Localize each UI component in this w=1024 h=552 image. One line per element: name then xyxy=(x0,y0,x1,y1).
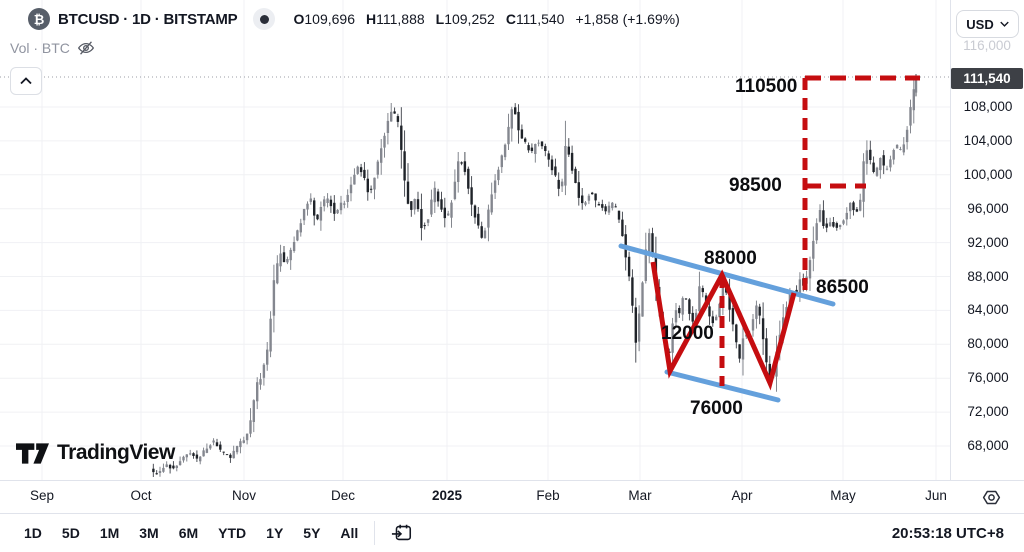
go-to-date-button[interactable] xyxy=(385,520,419,546)
height-label-12000: 12000 xyxy=(661,323,714,344)
time-tick-nov: Nov xyxy=(231,488,256,503)
chart-canvas[interactable] xyxy=(0,0,950,480)
price-tick-faint: 116,000 xyxy=(963,38,1011,53)
time-tick-jun: Jun xyxy=(925,488,947,503)
change-value: +1,858 (+1.69%) xyxy=(575,11,679,27)
low-label-76000: 76000 xyxy=(690,398,743,419)
range-button-6m[interactable]: 6M xyxy=(178,525,199,541)
close-value: C111,540 xyxy=(506,11,565,27)
low-number: 109,252 xyxy=(444,11,495,27)
range-button-5y[interactable]: 5Y xyxy=(303,525,321,541)
time-tick-oct: Oct xyxy=(130,488,152,503)
peak-label-88000: 88000 xyxy=(704,248,757,269)
eye-off-icon[interactable] xyxy=(77,40,95,56)
time-tick-sep: Sep xyxy=(29,488,55,503)
high-value: H111,888 xyxy=(366,11,425,27)
time-tick-may: May xyxy=(830,488,856,503)
close-label: C xyxy=(505,11,516,27)
price-tick: 68,000 xyxy=(967,438,1009,453)
axis-settings-button[interactable] xyxy=(979,485,1003,509)
calendar-arrow-icon xyxy=(392,524,412,541)
time-tick-mar: Mar xyxy=(628,488,652,503)
close-number: 111,540 xyxy=(515,11,565,27)
low-value: L109,252 xyxy=(436,11,495,27)
btc-logo-icon: ₿ xyxy=(28,8,50,30)
range-button-3m[interactable]: 3M xyxy=(139,525,159,541)
range-button-1m[interactable]: 1M xyxy=(99,525,120,541)
price-tick: 100,000 xyxy=(963,166,1013,182)
range-buttons: 1D 5D 1M 3M 6M YTD 1Y 5Y All xyxy=(14,520,368,546)
symbol-row: ₿ BTCUSD · 1D · BITSTAMP O109,696 H111,8… xyxy=(28,8,680,30)
high-label: H xyxy=(365,11,377,27)
upper-trendline xyxy=(618,243,836,307)
ohlc-values: O109,696 H111,888 L109,252 C111,540 +1,8… xyxy=(293,11,679,27)
bottom-toolbar: 1D 5D 1M 3M 6M YTD 1Y 5Y All 20:53:18 UTC+8 xyxy=(0,513,1024,552)
btc-glyph: ₿ xyxy=(33,11,45,27)
chevron-up-icon xyxy=(20,77,32,85)
price-tick: 92,000 xyxy=(967,234,1009,250)
range-button-1d[interactable]: 1D xyxy=(24,525,42,541)
price-tick: 88,000 xyxy=(967,268,1009,284)
open-value: O109,696 xyxy=(293,11,355,27)
clock-display[interactable]: 20:53:18 UTC+8 xyxy=(891,524,1004,542)
range-button-5d[interactable]: 5D xyxy=(61,525,80,541)
currency-label: USD xyxy=(966,16,994,32)
candles-layer xyxy=(152,74,918,477)
time-tick-2025: 2025 xyxy=(431,488,463,503)
volume-row: Vol · BTC xyxy=(10,40,95,56)
open-number: 109,696 xyxy=(304,11,355,27)
price-tick: 96,000 xyxy=(967,200,1009,216)
symbol-title[interactable]: BTCUSD · 1D · BITSTAMP xyxy=(58,10,238,28)
range-button-all[interactable]: All xyxy=(340,525,359,541)
time-tick-apr: Apr xyxy=(731,488,753,503)
target-label-98500: 98500 xyxy=(729,175,782,196)
time-tick-dec: Dec xyxy=(330,488,355,503)
price-tick: 108,000 xyxy=(963,99,1013,114)
range-button-1y[interactable]: 1Y xyxy=(266,525,284,541)
open-label: O xyxy=(293,11,305,27)
dot-icon xyxy=(259,14,269,24)
breakout-label-86500: 86500 xyxy=(816,277,869,298)
time-axis[interactable]: Sep Oct Nov Dec 2025 Feb Mar Apr May Jun xyxy=(0,480,1024,514)
change-number: +1,858 (+1.69%) xyxy=(575,11,680,27)
price-tick: 84,000 xyxy=(967,302,1009,318)
gear-hexagon-icon xyxy=(982,490,1000,504)
tradingview-mark-icon xyxy=(16,442,49,464)
source-dot-button[interactable] xyxy=(253,8,276,30)
low-label: L xyxy=(435,11,445,27)
price-tick: 76,000 xyxy=(967,370,1009,386)
time-tick-feb: Feb xyxy=(536,488,560,503)
toolbar-divider xyxy=(374,521,376,545)
currency-selector[interactable]: USD xyxy=(956,10,1019,38)
price-tick: 104,000 xyxy=(963,132,1013,148)
high-number: 111,888 xyxy=(376,11,425,27)
range-button-ytd[interactable]: YTD xyxy=(218,525,247,541)
collapse-pane-button[interactable] xyxy=(10,67,42,95)
last-price-badge: 111,540 xyxy=(951,68,1023,89)
w-pattern-zigzag xyxy=(650,261,797,391)
tradingview-wordmark: TradingView xyxy=(57,441,175,464)
price-tick: 80,000 xyxy=(967,336,1009,352)
volume-label[interactable]: Vol · BTC xyxy=(10,40,70,56)
target-label-110500: 110500 xyxy=(735,76,798,97)
tradingview-logo[interactable]: TradingView xyxy=(16,441,175,465)
chevron-down-icon xyxy=(999,21,1009,27)
price-tick: 72,000 xyxy=(967,404,1009,420)
